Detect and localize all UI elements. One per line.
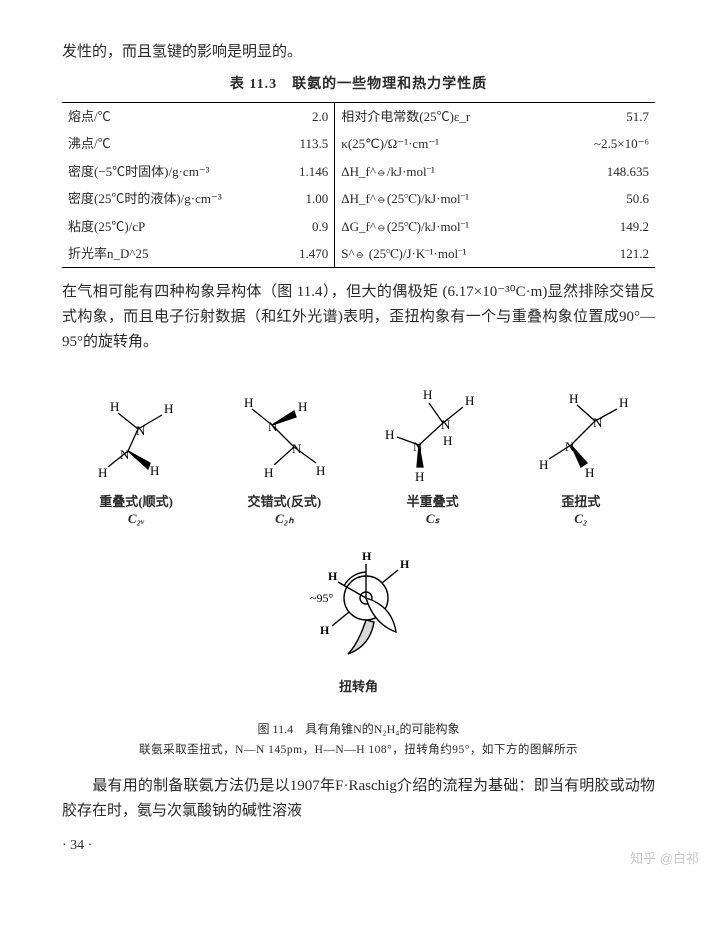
newman-caption: 扭转角 <box>62 676 655 697</box>
svg-text:H: H <box>569 391 578 406</box>
conformer-eclipsed: N H H N H H 重叠式(顺式) C₂ᵥ <box>76 385 196 528</box>
svg-text:H: H <box>465 393 474 408</box>
conformer-label: 重叠式(顺式) <box>76 494 196 511</box>
svg-text:H: H <box>423 387 432 402</box>
newman-icon: H H H H ~95° <box>274 536 444 666</box>
conformer-sym: Cₛ <box>373 511 493 528</box>
table-row: 密度(−5℃时固体)/g·cm⁻³ 1.146 ΔH_f^⦵/kJ·mol⁻¹ … <box>62 158 655 185</box>
svg-text:N: N <box>441 417 451 432</box>
table-row: 折光率n_D^25 1.470 S^⦵ (25℃)/J·K⁻¹·mol⁻¹ 12… <box>62 240 655 268</box>
svg-text:H: H <box>539 457 548 472</box>
page-number: · 34 · <box>62 834 655 857</box>
conformer-label: 半重叠式 <box>373 494 493 511</box>
newman-block: H H H H ~95° 扭转角 <box>62 536 655 698</box>
conformer-sym: C₂ᵥ <box>76 511 196 528</box>
svg-text:N: N <box>268 419 278 434</box>
figure-subcaption: 联氨采取歪扭式，N—N 145pm，H—N—H 108°，扭转角约95°，如下方… <box>62 741 655 760</box>
angle-label: ~95° <box>310 591 333 605</box>
svg-text:H: H <box>400 557 410 571</box>
table-row: 熔点/℃ 2.0 相对介电常数(25℃)ε_r 51.7 <box>62 102 655 130</box>
table-row: 密度(25℃时的液体)/g·cm⁻³ 1.00 ΔH_f^⦵(25℃)/kJ·m… <box>62 185 655 212</box>
svg-text:H: H <box>298 399 307 414</box>
svg-text:N: N <box>593 415 603 430</box>
structure-icon: N H H N H H <box>76 385 196 490</box>
svg-text:H: H <box>244 395 253 410</box>
watermark: 知乎 @白祁 <box>630 848 699 869</box>
svg-text:N: N <box>413 439 423 454</box>
conformer-label: 交错式(反式) <box>224 494 344 511</box>
properties-table: 熔点/℃ 2.0 相对介电常数(25℃)ε_r 51.7 沸点/℃ 113.5 … <box>62 102 655 269</box>
svg-text:N: N <box>565 439 575 454</box>
svg-text:N: N <box>120 447 130 462</box>
structure-icon: N H H N H H <box>224 385 344 490</box>
figure-caption: 图 11.4 具有角锥N的N₂H₄的可能构象 <box>62 720 655 740</box>
svg-text:N: N <box>136 423 146 438</box>
svg-text:H: H <box>415 469 424 484</box>
svg-text:H: H <box>150 463 159 478</box>
body-para: 在气相可能有四种构象异构体（图 11.4），但大的偶极矩 (6.17×10⁻³⁰… <box>62 280 655 354</box>
svg-text:H: H <box>443 433 452 448</box>
structure-icon: N H H N H H H <box>373 385 493 490</box>
page: 发性的，而且氢键的影响是明显的。 表 11.3 联氨的一些物理和热力学性质 熔点… <box>0 0 713 877</box>
conformer-staggered: N H H N H H 交错式(反式) C₂ₕ <box>224 385 344 528</box>
conformer-row: N H H N H H 重叠式(顺式) C₂ᵥ N <box>62 385 655 528</box>
cell-value: 2.0 <box>252 102 335 130</box>
intro-para: 发性的，而且氢键的影响是明显的。 <box>62 40 655 65</box>
svg-text:H: H <box>164 401 173 416</box>
svg-text:H: H <box>264 465 273 480</box>
conformer-sym: C₂ <box>521 511 641 528</box>
closing-para: 最有用的制备联氨方法仍是以1907年F·Raschig介绍的流程为基础：即当有明… <box>62 774 655 824</box>
conformer-sym: C₂ₕ <box>224 511 344 528</box>
conformer-gauche: N H H N H H 歪扭式 C₂ <box>521 385 641 528</box>
table-row: 沸点/℃ 113.5 κ(25℃)/Ω⁻¹·cm⁻¹ ~2.5×10⁻⁶ <box>62 130 655 157</box>
conformer-semi: N H H N H H H 半重叠式 Cₛ <box>373 385 493 528</box>
svg-text:H: H <box>619 395 628 410</box>
svg-text:H: H <box>585 465 594 480</box>
svg-text:H: H <box>98 465 107 480</box>
svg-text:H: H <box>362 549 372 563</box>
cell-label: 熔点/℃ <box>62 102 252 130</box>
svg-text:H: H <box>110 399 119 414</box>
cell-label2: 相对介电常数(25℃)ε_r <box>335 102 537 130</box>
table-title: 表 11.3 联氨的一些物理和热力学性质 <box>62 73 655 96</box>
cell-value2: 51.7 <box>536 102 655 130</box>
svg-text:H: H <box>328 569 338 583</box>
structure-icon: N H H N H H <box>521 385 641 490</box>
table-row: 粘度(25℃)/cP 0.9 ΔG_f^⦵(25℃)/kJ·mol⁻¹ 149.… <box>62 213 655 240</box>
svg-text:H: H <box>316 463 325 478</box>
svg-text:N: N <box>292 441 302 456</box>
svg-text:H: H <box>320 623 330 637</box>
svg-text:H: H <box>385 427 394 442</box>
conformer-label: 歪扭式 <box>521 494 641 511</box>
